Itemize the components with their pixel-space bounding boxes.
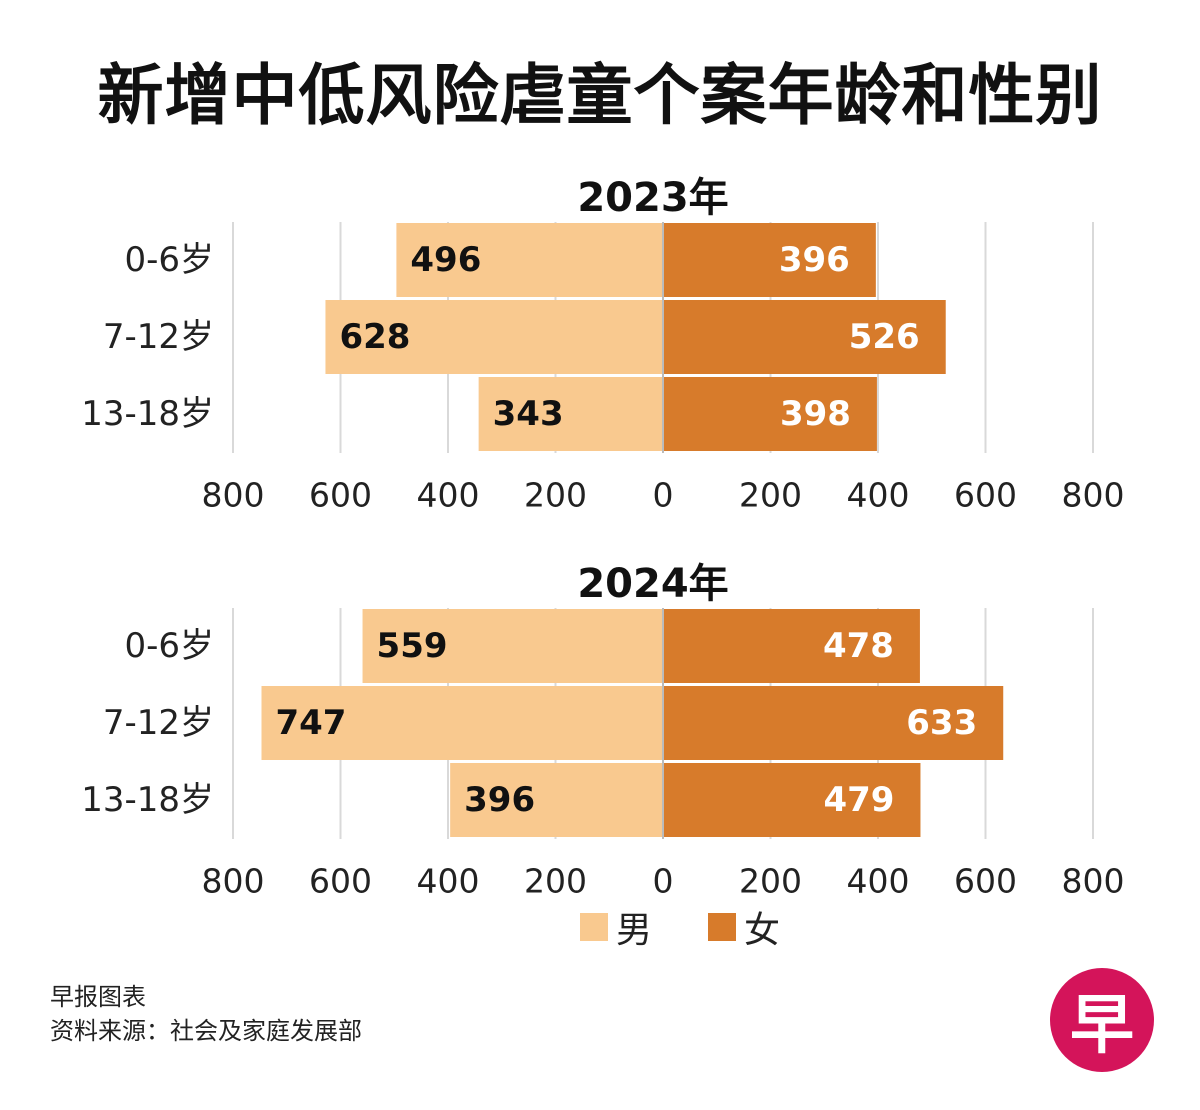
tick-label: 200 [524, 862, 587, 901]
tick-label: 400 [417, 476, 480, 515]
bar-male [396, 223, 663, 297]
data-label-female: 396 [779, 240, 850, 280]
legend-label-male: 男 [616, 910, 653, 951]
tick-label: 400 [847, 862, 910, 901]
bar-female [663, 300, 946, 374]
bar-male [362, 609, 663, 683]
data-label-male: 628 [339, 317, 410, 357]
panel-title: 2023年 [577, 175, 728, 221]
bar-female [663, 686, 1004, 760]
legend-item-female: 女 [708, 905, 780, 951]
bar-female [663, 763, 921, 837]
data-label-female: 633 [906, 703, 977, 743]
tick-label: 600 [309, 862, 372, 901]
tick-label: 0 [653, 476, 674, 515]
tick-label: 400 [847, 476, 910, 515]
bar-male [478, 377, 663, 451]
bar-female [663, 223, 876, 297]
tick-label: 0 [653, 862, 674, 901]
category-label: 0-6岁 [124, 240, 214, 280]
category-label: 13-18岁 [81, 394, 214, 434]
tick-label: 600 [309, 476, 372, 515]
footer-credit: 早报图表 [50, 983, 146, 1011]
legend-item-male: 男 [580, 905, 652, 951]
category-label: 7-12岁 [103, 317, 214, 357]
bar-male [325, 300, 663, 374]
data-label-female: 526 [849, 317, 920, 357]
legend-swatch-female [708, 913, 736, 941]
footer-source: 资料来源：社会及家庭发展部 [50, 1017, 362, 1045]
tick-label: 200 [739, 862, 802, 901]
tick-label: 600 [954, 862, 1017, 901]
tick-label: 200 [739, 476, 802, 515]
data-label-female: 479 [823, 780, 894, 820]
data-label-female: 478 [823, 626, 894, 666]
tick-label: 800 [1062, 476, 1125, 515]
panel-title: 2024年 [577, 561, 728, 607]
data-label-male: 747 [275, 703, 346, 743]
bar-male [450, 763, 663, 837]
category-label: 0-6岁 [124, 626, 214, 666]
legend-label-female: 女 [744, 910, 781, 951]
tick-label: 800 [1062, 862, 1125, 901]
data-label-female: 398 [780, 394, 851, 434]
page-title: 新增中低风险虐童个案年龄和性别 [97, 57, 1103, 134]
tick-label: 400 [417, 862, 480, 901]
bar-male [261, 686, 663, 760]
data-label-male: 559 [377, 626, 448, 666]
tick-label: 200 [524, 476, 587, 515]
footer: 早报图表 资料来源：社会及家庭发展部 [50, 980, 362, 1048]
brand-logo: 早 [1050, 968, 1154, 1072]
bar-female [663, 377, 877, 451]
legend-swatch-male [580, 913, 608, 941]
data-label-male: 396 [464, 780, 535, 820]
tick-label: 800 [202, 862, 265, 901]
category-label: 13-18岁 [81, 780, 214, 820]
data-label-male: 343 [493, 394, 564, 434]
tick-label: 800 [202, 476, 265, 515]
bar-female [663, 609, 920, 683]
category-label: 7-12岁 [103, 703, 214, 743]
data-label-male: 496 [410, 240, 481, 280]
tick-label: 600 [954, 476, 1017, 515]
brand-logo-text: 早 [1070, 988, 1134, 1063]
